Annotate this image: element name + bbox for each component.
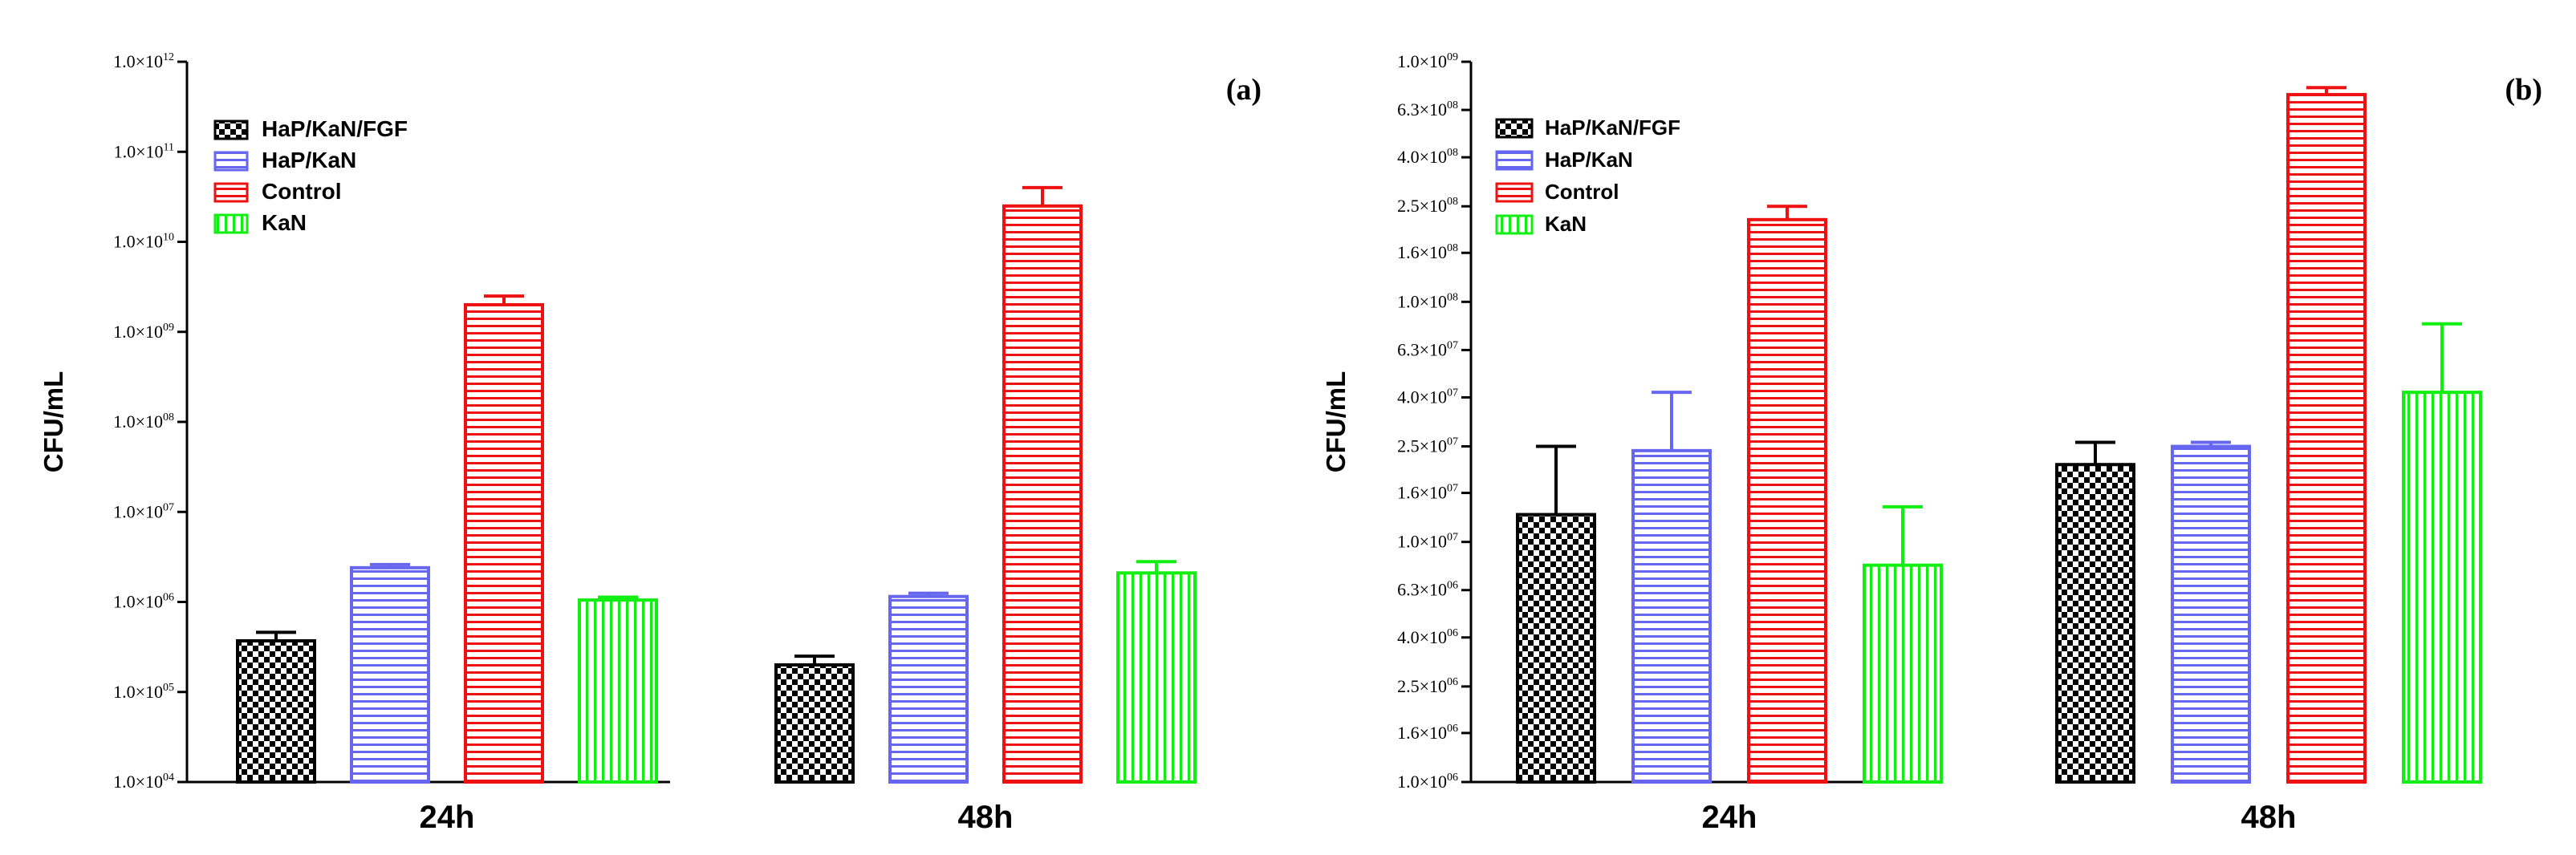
- bar-control-24h: [464, 302, 544, 784]
- y-axis-label: CFU/mL: [1321, 371, 1351, 473]
- legend-label-hap-kan: HaP/KaN: [1545, 148, 1633, 172]
- bar-hap-kan-fgf-24h: [236, 638, 316, 784]
- bar-control-48h: [2286, 92, 2367, 784]
- bar-kan-24h: [578, 598, 658, 784]
- legend-swatch-kan: [1495, 214, 1534, 235]
- legend-label-control: Control: [262, 179, 342, 204]
- y-tick-label: 1.0×1008: [1397, 291, 1458, 311]
- bar-hap-kan-fgf-24h: [1516, 513, 1596, 784]
- y-tick-label: 1.0×1004: [113, 772, 174, 792]
- chart-panel-b: 1.0×1006 1.6×1006 2.5×1006 4.0×1006 6.3×1006…: [1321, 51, 2542, 835]
- legend: HaP/KaN/FGF HaP/KaN Control KaN: [213, 116, 408, 235]
- y-tick-label: 1.0×1009: [1397, 51, 1458, 71]
- bar-control-48h: [1002, 204, 1083, 784]
- legend: HaP/KaN/FGF HaP/KaN Control KaN: [1495, 115, 1680, 236]
- y-tick-label: 6.3×1008: [1397, 99, 1458, 120]
- bar-control-24h: [1747, 217, 1827, 784]
- x-category-label: 24h: [420, 800, 475, 835]
- y-tick-label: 6.3×1006: [1397, 580, 1458, 600]
- legend-label-kan: KaN: [262, 210, 307, 235]
- legend-swatch-kan: [213, 213, 249, 234]
- y-tick-label: 4.0×1007: [1397, 387, 1458, 407]
- legend-label-control: Control: [1545, 180, 1619, 204]
- legend-label-hap-kan-fgf: HaP/KaN/FGF: [1545, 115, 1680, 140]
- y-axis-label: CFU/mL: [39, 371, 68, 473]
- legend-swatch-control: [1495, 182, 1534, 203]
- legend-label-hap-kan: HaP/KaN: [262, 148, 356, 172]
- legend-swatch-hap-kan: [213, 151, 249, 172]
- bar-hap-kan-24h: [350, 565, 430, 784]
- y-tick-label: 1.0×1010: [113, 232, 174, 252]
- y-tick-label: 4.0×1006: [1397, 627, 1458, 647]
- x-category-label: 48h: [2241, 800, 2297, 835]
- y-tick-label: 1.0×1012: [113, 51, 174, 71]
- y-tick-label: 1.6×1007: [1397, 483, 1458, 503]
- legend-swatch-hap-kan: [1495, 150, 1534, 171]
- y-tick-label: 6.3×1007: [1397, 339, 1458, 359]
- bar-kan-48h: [2402, 391, 2482, 784]
- y-tick-label: 1.0×1008: [113, 411, 174, 432]
- bar-kan-24h: [1863, 563, 1943, 784]
- legend-swatch-control: [213, 182, 249, 203]
- legend-swatch-hap-kan-fgf: [1495, 118, 1534, 139]
- y-tick-label: 1.0×1011: [114, 141, 174, 161]
- bar-hap-kan-24h: [1631, 448, 1712, 784]
- y-tick-label: 1.6×1008: [1397, 242, 1458, 262]
- y-tick-label: 1.0×1006: [1397, 772, 1458, 792]
- bar-hap-kan-48h: [888, 594, 969, 784]
- panel-label: (b): [2505, 73, 2542, 107]
- y-tick-label: 1.0×1005: [113, 682, 174, 702]
- y-tick-label: 1.0×1009: [113, 322, 174, 342]
- y-tick-label: 2.5×1006: [1397, 676, 1458, 696]
- x-category-label: 48h: [958, 800, 1014, 835]
- legend-label-hap-kan-fgf: HaP/KaN/FGF: [262, 116, 408, 141]
- legend-swatch-hap-kan-fgf: [213, 120, 249, 140]
- y-tick-label: 1.0×1007: [113, 501, 174, 521]
- legend-label-kan: KaN: [1545, 212, 1587, 236]
- panel-label: (a): [1226, 73, 1262, 107]
- y-tick-label: 2.5×1007: [1397, 436, 1458, 456]
- chart-panel-a: 1.0×1004 1.0×1005 1.0×1006 1.0×1007 1.0×1008…: [39, 51, 1262, 835]
- y-tick-label: 1.0×1007: [1397, 532, 1458, 552]
- bar-hap-kan-fgf-48h: [2055, 463, 2135, 784]
- bar-hap-kan-fgf-48h: [774, 663, 855, 784]
- y-tick-label: 4.0×1008: [1397, 147, 1458, 167]
- bar-kan-48h: [1116, 571, 1197, 784]
- y-tick-label: 1.0×1006: [113, 592, 174, 612]
- x-category-label: 24h: [1702, 800, 1757, 835]
- y-tick-label: 2.5×1008: [1397, 196, 1458, 216]
- bar-hap-kan-48h: [2171, 444, 2251, 784]
- y-tick-label: 1.6×1006: [1397, 723, 1458, 743]
